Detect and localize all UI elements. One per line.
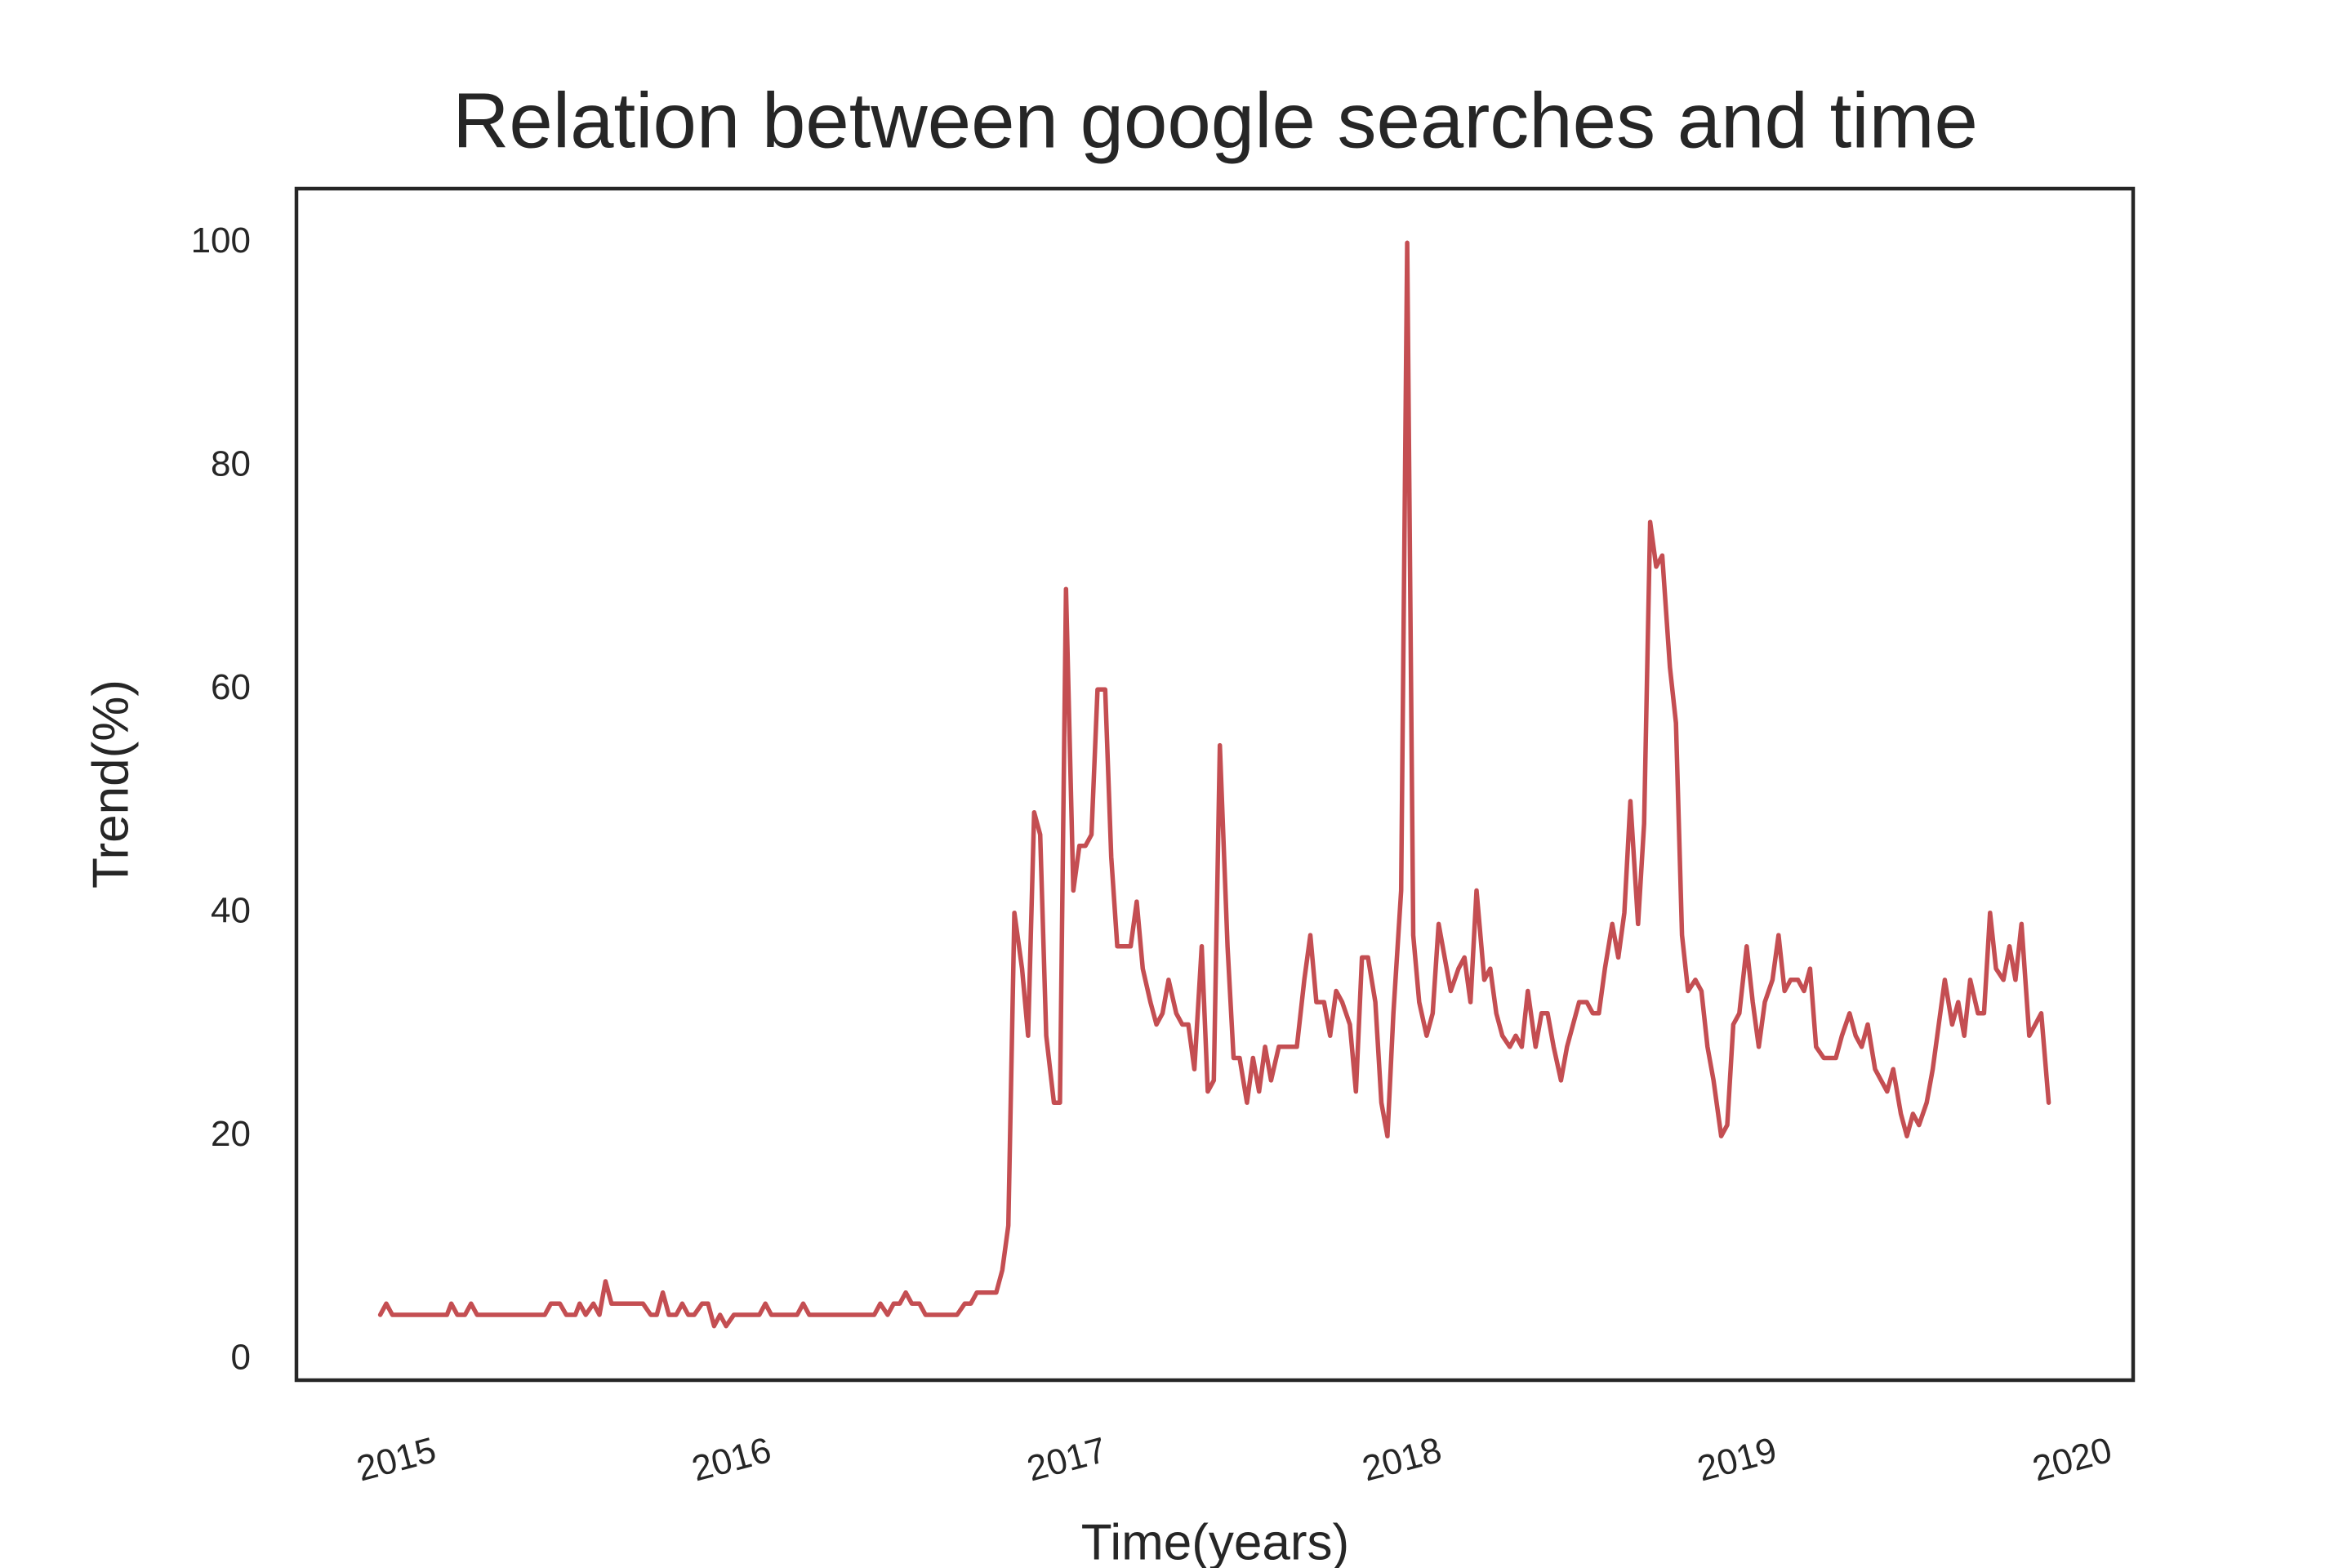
x-tick-label: 2015 <box>353 1430 440 1490</box>
plot-frame <box>294 186 2136 1383</box>
chart-title: Relation between google searches and tim… <box>452 77 1978 164</box>
y-tick-label: 20 <box>211 1114 251 1154</box>
y-tick-label: 0 <box>231 1337 251 1377</box>
y-tick-label: 60 <box>211 667 251 707</box>
trend-line <box>377 240 2051 1329</box>
x-tick-label: 2019 <box>1693 1430 1780 1490</box>
y-tick-label: 40 <box>211 890 251 930</box>
y-tick-label: 80 <box>211 443 251 483</box>
x-tick-label: 2020 <box>2029 1430 2116 1490</box>
x-tick-label: 2018 <box>1358 1430 1446 1490</box>
y-tick-label: 100 <box>191 220 251 261</box>
x-tick-label: 2016 <box>688 1430 775 1490</box>
y-axis-label: Trend(%) <box>82 679 139 889</box>
x-axis-label: Time(years) <box>1081 1514 1349 1568</box>
x-tick-label: 2017 <box>1023 1430 1111 1490</box>
